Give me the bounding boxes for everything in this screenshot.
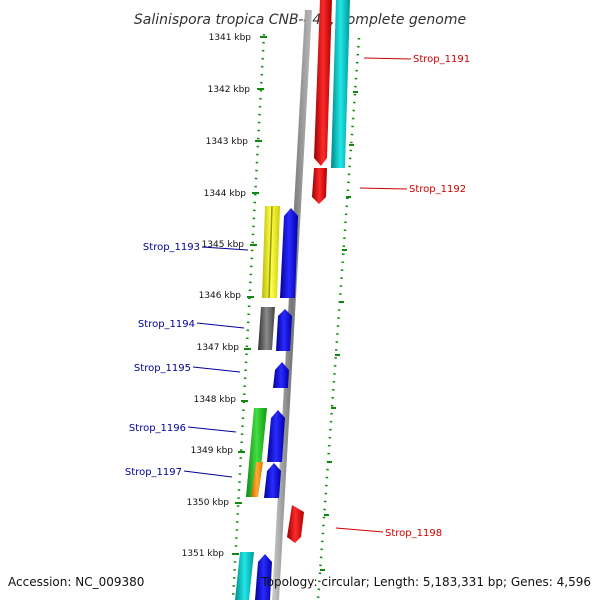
tick-label: 1348 kbp [194, 395, 237, 405]
tick-label: 1341 kbp [209, 33, 252, 43]
yellow-feature-divider [268, 205, 273, 299]
gene-strop-1197-arrow [264, 463, 281, 498]
tick-label: 1349 kbp [191, 446, 234, 456]
gene-label-strop-1192[interactable]: Strop_1192 [409, 184, 466, 195]
gene-strop-1193-arrow [280, 208, 298, 298]
tick-label: 1342 kbp [208, 85, 251, 95]
gray-feature [258, 307, 275, 350]
outer-major-ticks [320, 91, 358, 571]
blue-feature-bottom [255, 554, 272, 600]
gene-label-strop-1195[interactable]: Strop_1195 [134, 363, 191, 374]
gene-strop-1191-cyan-band [331, 0, 350, 168]
tick-label: 1346 kbp [199, 291, 242, 301]
cyan-feature-bottom [235, 552, 254, 600]
gene-strop-1198-arrow [287, 505, 304, 543]
gene-strop-1192-arrow [312, 168, 327, 204]
gene-label-strop-1198[interactable]: Strop_1198 [385, 528, 442, 539]
reverse-label-leaders [183, 246, 249, 478]
gene-label-strop-1197[interactable]: Strop_1197 [125, 467, 182, 478]
tick-label: 1347 kbp [197, 343, 240, 353]
inner-scale-dots [231, 33, 266, 600]
tick-label: 1350 kbp [187, 498, 230, 508]
green-feature [246, 408, 267, 497]
forward-label-leaders [335, 57, 412, 533]
orange-feature [251, 462, 263, 497]
tick-label: 1343 kbp [206, 137, 249, 147]
accession-text: Accession: NC_009380 [8, 575, 144, 589]
gene-labels: Strop_1191 Strop_1192 Strop_1193 Strop_1… [125, 54, 470, 539]
gene-label-strop-1194[interactable]: Strop_1194 [138, 319, 195, 330]
kbp-ticks [232, 36, 267, 555]
gene-strop-1194-arrow [276, 309, 292, 351]
topology-text: Topology: circular; Length: 5,183,331 bp… [260, 575, 591, 589]
tick-label: 1351 kbp [182, 549, 225, 559]
gene-label-strop-1191[interactable]: Strop_1191 [413, 54, 470, 65]
gene-label-strop-1193[interactable]: Strop_1193 [143, 242, 200, 253]
kbp-tick-labels: 1341 kbp 1342 kbp 1343 kbp 1344 kbp 1345… [182, 33, 252, 559]
gene-strop-1191-arrow [314, 0, 332, 166]
gene-label-strop-1196[interactable]: Strop_1196 [129, 423, 186, 434]
reverse-strand-features [235, 205, 298, 600]
gene-strop-1195-arrow [273, 362, 289, 388]
forward-strand-features [287, 0, 350, 543]
tick-label: 1344 kbp [204, 189, 247, 199]
map-title: Salinispora tropica CNB-440, complete ge… [134, 12, 466, 28]
gene-strop-1196-arrow [267, 410, 285, 462]
tick-label: 1345 kbp [202, 240, 245, 250]
